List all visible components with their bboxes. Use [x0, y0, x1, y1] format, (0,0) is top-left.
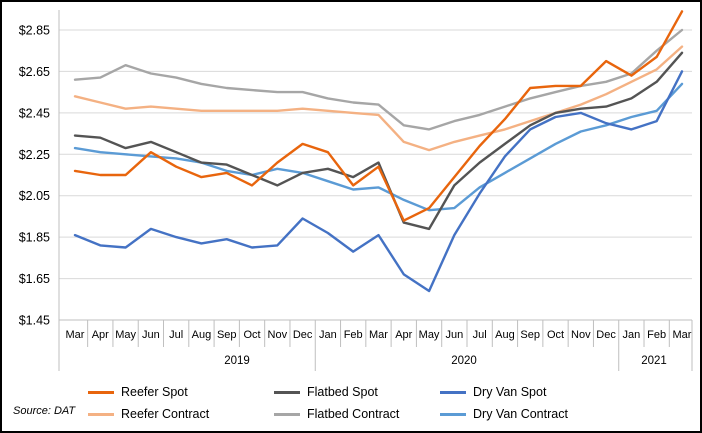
series-line-flatbed-spot — [73, 51, 684, 231]
legend-label: Reefer Contract — [121, 407, 210, 421]
y-axis-label: $2.85 — [19, 24, 50, 38]
x-month-label: Mar — [672, 329, 691, 341]
x-month-label: Jul — [473, 329, 487, 341]
x-month-label: Jul — [169, 329, 183, 341]
legend-label: Flatbed Contract — [307, 407, 400, 421]
legend-label: Reefer Spot — [121, 385, 188, 399]
x-month-label: Jun — [445, 329, 463, 341]
y-axis-label: $2.65 — [19, 65, 50, 79]
legend-line-swatch-reefer-spot — [88, 390, 114, 394]
legend-line-swatch-reefer-contract — [88, 412, 114, 416]
x-month-label: Feb — [647, 329, 666, 341]
x-year-label: 2019 — [224, 355, 250, 367]
legend-label: Dry Van Spot — [473, 385, 547, 399]
x-month-label: Dec — [596, 329, 616, 341]
legend-item-dry-van-spot: Dry Van Spot — [440, 385, 620, 399]
x-month-label: Feb — [344, 329, 363, 341]
x-year-label: 2021 — [641, 355, 667, 367]
legend-line-swatch-dry-van-contract — [440, 412, 466, 416]
legend-label: Dry Van Contract — [473, 407, 568, 421]
x-month-label: Oct — [547, 329, 564, 341]
source-note: Source: DAT — [13, 405, 76, 417]
legend-item-flatbed-contract: Flatbed Contract — [274, 407, 440, 421]
y-axis-label: $2.25 — [19, 148, 50, 162]
x-month-label: Aug — [495, 329, 515, 341]
x-year-label: 2020 — [451, 355, 477, 367]
x-month-label: Jun — [142, 329, 160, 341]
legend-line-swatch-dry-van-spot — [440, 390, 466, 394]
legend-item-reefer-spot: Reefer Spot — [88, 385, 274, 399]
legend-item-dry-van-contract: Dry Van Contract — [440, 407, 620, 421]
x-month-label: Apr — [92, 329, 109, 341]
x-month-label: Sep — [217, 329, 237, 341]
x-month-label: Aug — [192, 329, 212, 341]
x-month-label: May — [419, 329, 440, 341]
x-month-label: Nov — [268, 329, 288, 341]
x-month-label: Sep — [520, 329, 540, 341]
y-axis-label: $2.05 — [19, 189, 50, 203]
legend-line-swatch-flatbed-contract — [274, 412, 300, 416]
legend-label: Flatbed Spot — [307, 385, 378, 399]
y-axis-label: $2.45 — [19, 106, 50, 120]
series-line-dry-van-spot — [73, 70, 684, 293]
x-month-label: May — [115, 329, 136, 341]
legend-item-flatbed-spot: Flatbed Spot — [274, 385, 440, 399]
y-axis-label: $1.85 — [19, 231, 50, 245]
series-line-dry-van-contract — [73, 82, 684, 212]
legend-line-swatch-flatbed-spot — [274, 390, 300, 394]
x-month-label: Oct — [243, 329, 260, 341]
series-line-reefer-spot — [73, 10, 684, 222]
y-axis-label: $1.65 — [19, 272, 50, 286]
x-month-label: Mar — [369, 329, 388, 341]
x-month-label: Mar — [66, 329, 85, 341]
x-month-label: Apr — [395, 329, 412, 341]
chart-legend: Reefer Spot Flatbed Spot Dry Van Spot Reefe… — [88, 381, 620, 425]
y-axis-label: $1.45 — [19, 314, 50, 328]
series-line-reefer-contract — [73, 45, 684, 152]
legend-item-reefer-contract: Reefer Contract — [88, 407, 274, 421]
x-month-label: Dec — [293, 329, 313, 341]
x-month-label: Nov — [571, 329, 591, 341]
x-month-label: Jan — [319, 329, 337, 341]
x-month-label: Jan — [623, 329, 641, 341]
